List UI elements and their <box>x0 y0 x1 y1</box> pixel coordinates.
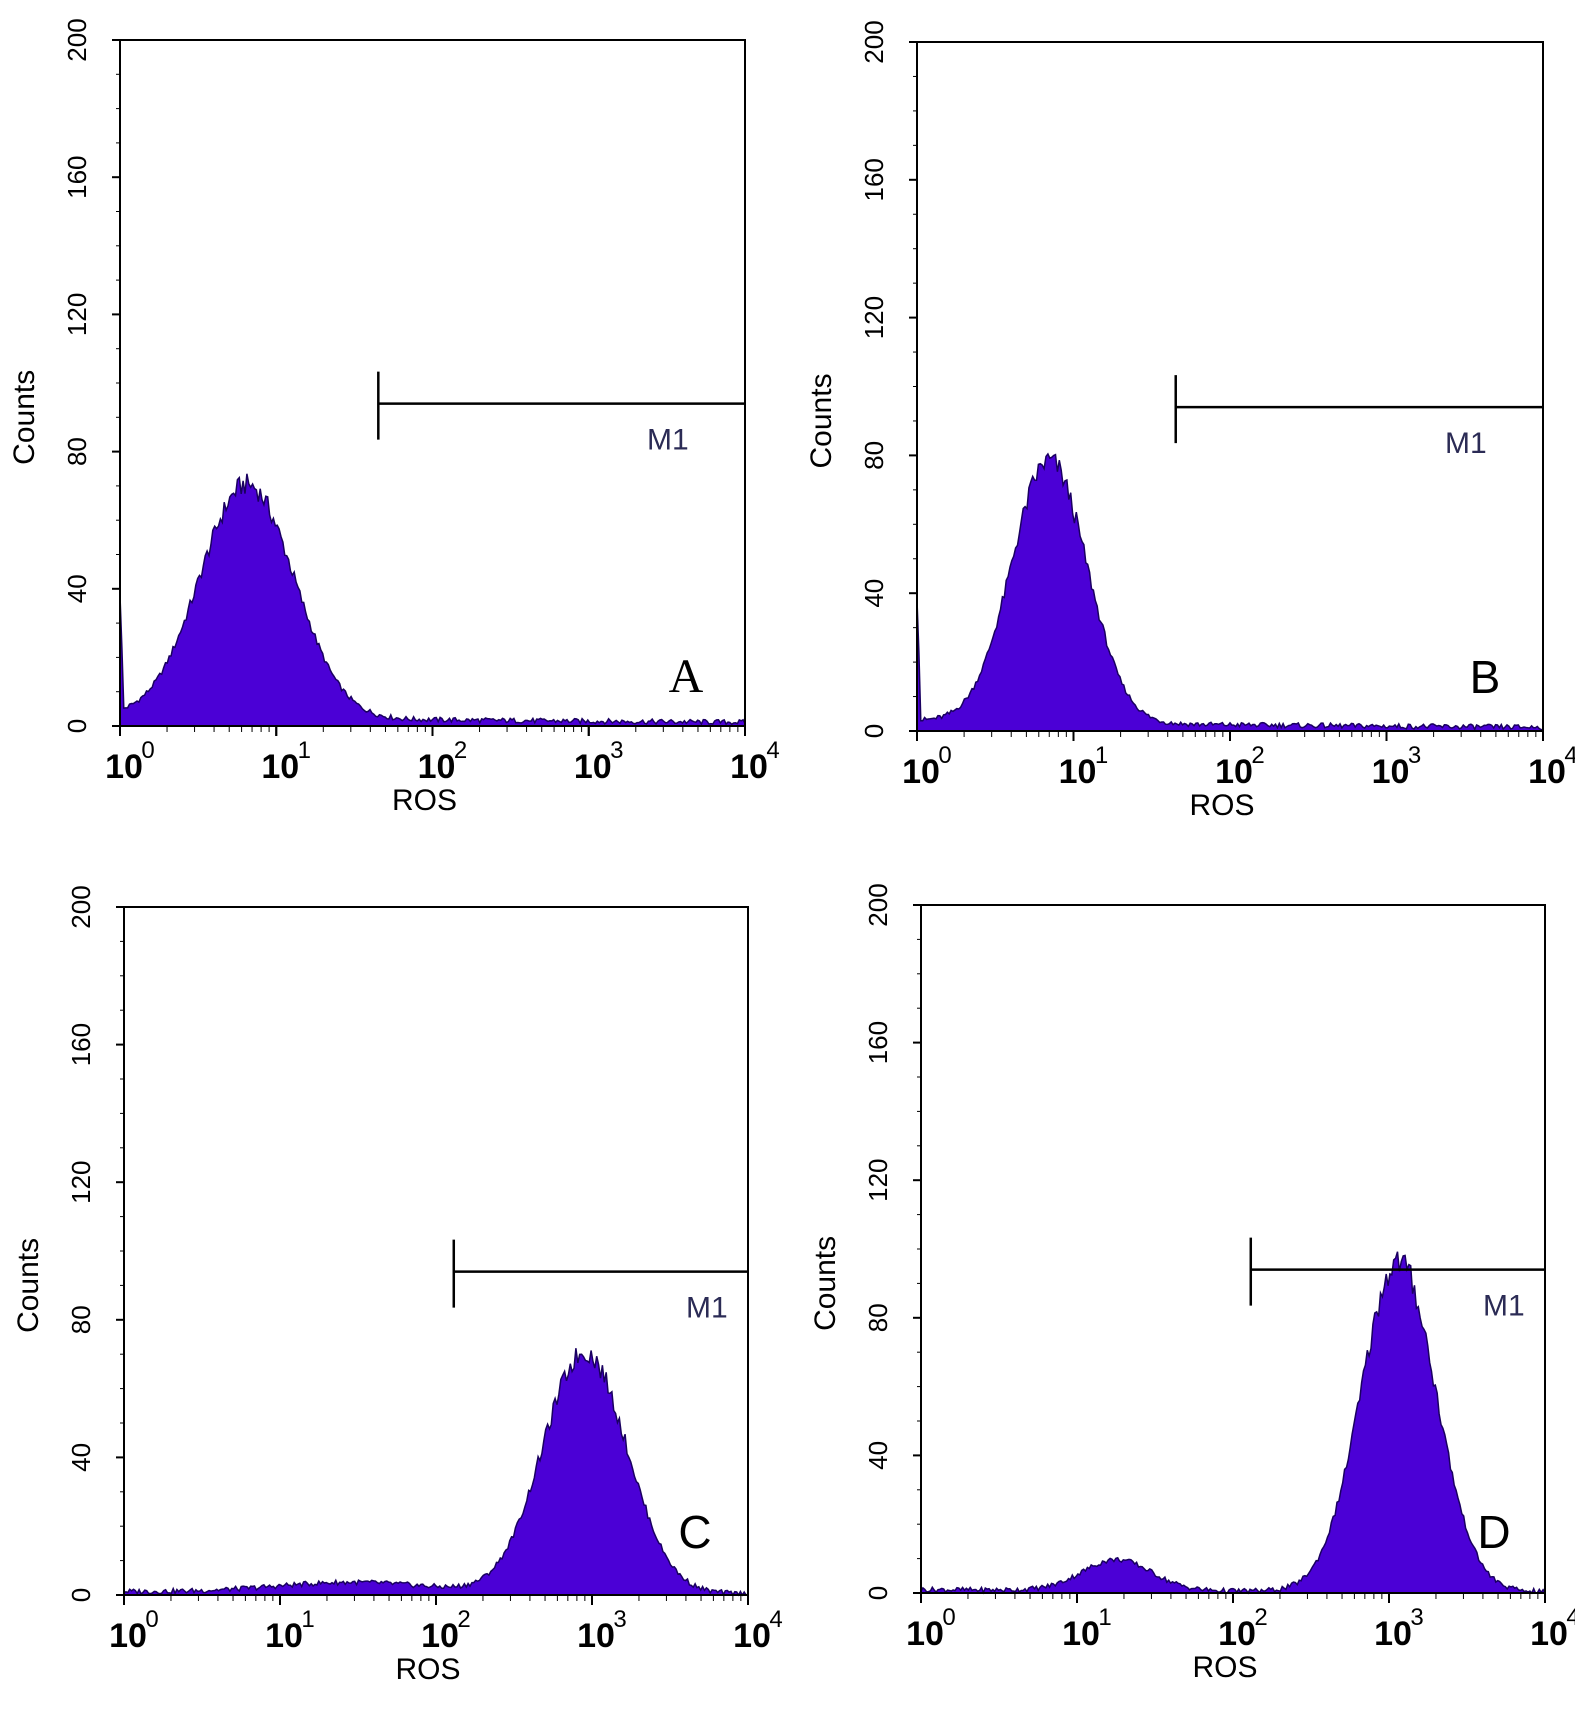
y-tick-label: 160 <box>859 158 889 201</box>
x-tick-label: 10 <box>1215 753 1253 791</box>
y-tick-label: 0 <box>859 724 889 738</box>
histogram-area-C <box>123 1348 749 1597</box>
y-axis-label: Counts <box>8 370 41 465</box>
y-axis-label: Counts <box>12 1238 45 1333</box>
y-tick-label: 200 <box>863 883 893 926</box>
x-tick-exponent: 0 <box>938 742 951 769</box>
y-tick-label: 160 <box>66 1023 96 1066</box>
x-tick-exponent: 1 <box>1098 1604 1111 1631</box>
x-axis-label: ROS <box>392 784 457 817</box>
x-tick-exponent: 1 <box>301 1606 314 1633</box>
x-tick-label: 10 <box>1062 1615 1100 1653</box>
x-tick-exponent: 2 <box>454 737 467 764</box>
x-tick-label: 10 <box>1372 753 1410 791</box>
y-tick-label: 200 <box>66 885 96 928</box>
x-axis-label: ROS <box>1192 1651 1257 1684</box>
x-tick-label: 10 <box>109 1617 147 1655</box>
histogram-area-A <box>119 473 746 727</box>
y-tick-label: 120 <box>863 1159 893 1202</box>
x-tick-label: 10 <box>1528 753 1566 791</box>
y-tick-label: 40 <box>66 1443 96 1472</box>
y-tick-label: 40 <box>62 574 92 603</box>
x-tick-exponent: 4 <box>1564 742 1575 769</box>
panel-letter: B <box>1470 651 1501 703</box>
x-tick-label: 10 <box>733 1617 771 1655</box>
y-tick-label: 80 <box>66 1305 96 1334</box>
y-tick-label: 40 <box>859 579 889 608</box>
x-tick-exponent: 2 <box>457 1606 470 1633</box>
y-tick-label: 80 <box>863 1303 893 1332</box>
x-axis-label: ROS <box>395 1653 460 1686</box>
y-axis-label: Counts <box>805 373 838 468</box>
x-tick-label: 10 <box>418 748 456 786</box>
x-tick-exponent: 3 <box>1410 1604 1423 1631</box>
x-tick-label: 10 <box>1059 753 1097 791</box>
y-tick-label: 200 <box>859 20 889 63</box>
panel-letter: D <box>1477 1506 1510 1558</box>
x-tick-exponent: 4 <box>766 737 779 764</box>
x-tick-label: 10 <box>906 1615 944 1653</box>
x-tick-exponent: 3 <box>1408 742 1421 769</box>
y-tick-label: 120 <box>62 293 92 336</box>
x-tick-exponent: 2 <box>1251 742 1264 769</box>
marker-label: M1 <box>686 1292 728 1325</box>
y-tick-label: 0 <box>62 719 92 733</box>
x-tick-label: 10 <box>902 753 940 791</box>
x-tick-label: 10 <box>261 748 299 786</box>
marker-label: M1 <box>1445 427 1487 460</box>
y-tick-label: 200 <box>62 18 92 61</box>
x-axis-label: ROS <box>1189 789 1254 822</box>
histogram-area-B <box>916 452 1544 732</box>
x-tick-exponent: 1 <box>1095 742 1108 769</box>
y-tick-label: 160 <box>863 1021 893 1064</box>
x-tick-exponent: 2 <box>1254 1604 1267 1631</box>
x-tick-label: 10 <box>574 748 612 786</box>
x-tick-label: 10 <box>265 1617 303 1655</box>
marker-label: M1 <box>1483 1290 1525 1323</box>
panel-letter: C <box>678 1506 711 1558</box>
x-tick-label: 10 <box>105 748 143 786</box>
x-tick-exponent: 3 <box>613 1606 626 1633</box>
panel-letter: A <box>669 650 704 703</box>
y-tick-label: 0 <box>863 1586 893 1600</box>
x-tick-exponent: 4 <box>769 1606 782 1633</box>
x-tick-label: 10 <box>730 748 768 786</box>
x-tick-label: 10 <box>1218 1615 1256 1653</box>
x-tick-exponent: 0 <box>141 737 154 764</box>
y-tick-label: 120 <box>66 1161 96 1204</box>
x-tick-exponent: 3 <box>610 737 623 764</box>
x-tick-exponent: 0 <box>942 1604 955 1631</box>
y-tick-label: 120 <box>859 296 889 339</box>
x-tick-exponent: 4 <box>1566 1604 1575 1631</box>
x-tick-label: 10 <box>421 1617 459 1655</box>
histogram-area-D <box>920 1251 1546 1595</box>
y-tick-label: 80 <box>62 437 92 466</box>
marker-label: M1 <box>647 424 689 457</box>
x-tick-label: 10 <box>577 1617 615 1655</box>
y-tick-label: 0 <box>66 1588 96 1602</box>
y-tick-label: 80 <box>859 441 889 470</box>
x-tick-label: 10 <box>1530 1615 1568 1653</box>
y-tick-label: 160 <box>62 156 92 199</box>
x-tick-exponent: 0 <box>145 1606 158 1633</box>
y-axis-label: Counts <box>809 1236 842 1331</box>
y-tick-label: 40 <box>863 1441 893 1470</box>
x-tick-exponent: 1 <box>298 737 311 764</box>
x-tick-label: 10 <box>1374 1615 1412 1653</box>
